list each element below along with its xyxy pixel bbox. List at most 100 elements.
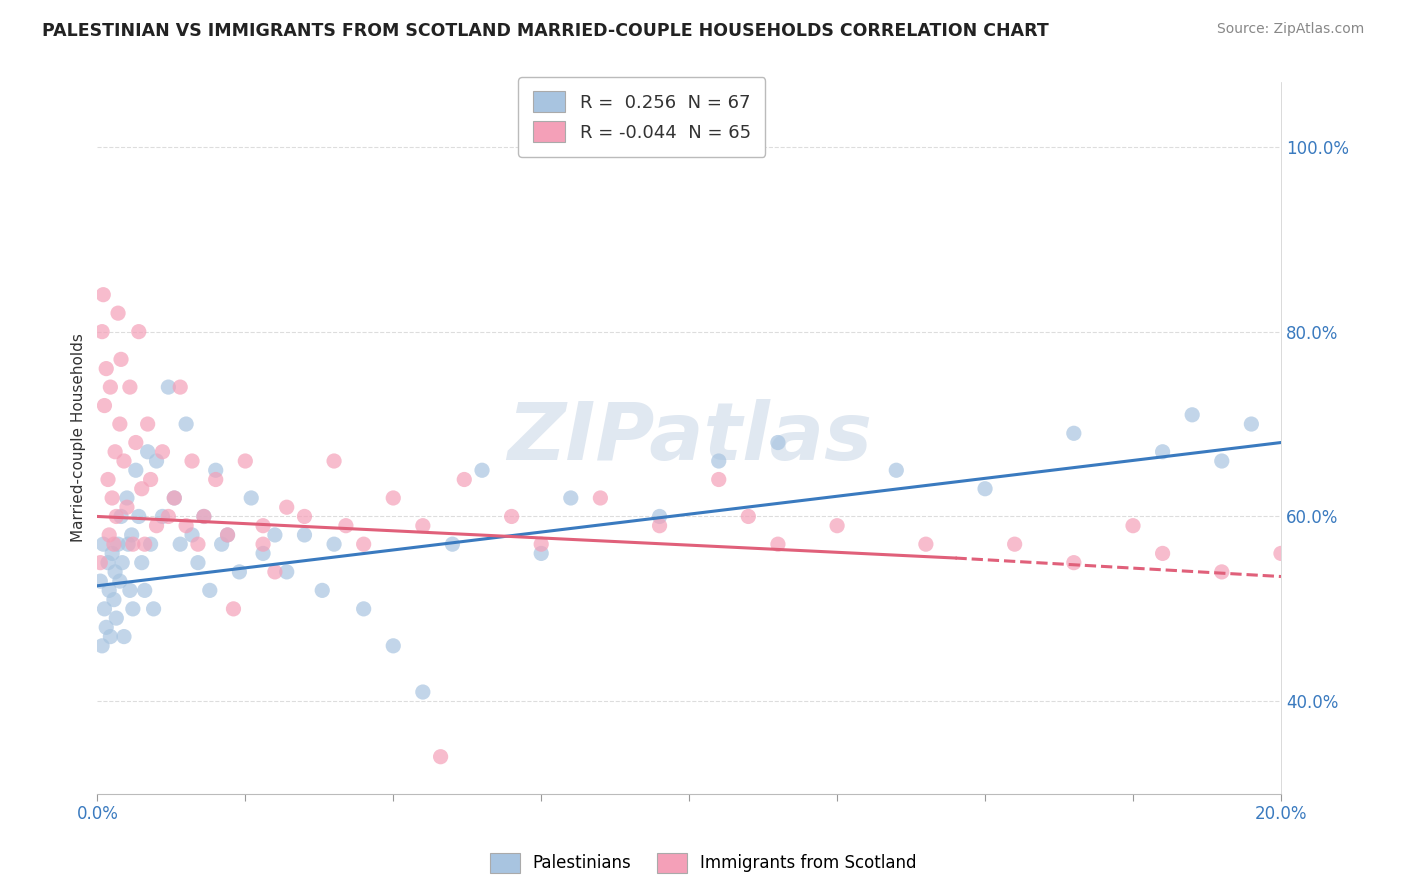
Point <box>98 380 121 394</box>
Point <box>1004 537 1026 551</box>
Point <box>145 518 167 533</box>
Point <box>181 454 204 468</box>
Point <box>98 630 121 644</box>
Point <box>112 454 135 468</box>
Point <box>252 537 274 551</box>
Point <box>89 574 111 589</box>
Point <box>169 380 191 394</box>
Point <box>103 537 125 551</box>
Point <box>152 509 174 524</box>
Point <box>118 380 141 394</box>
Point <box>142 602 165 616</box>
Point <box>766 435 789 450</box>
Point <box>453 473 475 487</box>
Point <box>382 491 405 505</box>
Point <box>915 537 938 551</box>
Point <box>104 444 127 458</box>
Point <box>589 491 612 505</box>
Point <box>737 509 759 524</box>
Point <box>252 546 274 560</box>
Point <box>294 528 316 542</box>
Point <box>136 444 159 458</box>
Point <box>1122 518 1144 533</box>
Point <box>110 352 132 367</box>
Point <box>276 500 298 515</box>
Point <box>974 482 997 496</box>
Point <box>117 537 139 551</box>
Point <box>98 528 121 542</box>
Point <box>198 583 221 598</box>
Point <box>1063 556 1085 570</box>
Point <box>115 491 138 505</box>
Point <box>101 546 124 560</box>
Point <box>121 537 143 551</box>
Text: Source: ZipAtlas.com: Source: ZipAtlas.com <box>1216 22 1364 37</box>
Point <box>1181 408 1204 422</box>
Point <box>145 454 167 468</box>
Point <box>187 556 209 570</box>
Point <box>648 509 671 524</box>
Point <box>382 639 405 653</box>
Point <box>174 417 197 431</box>
Point <box>125 435 148 450</box>
Point <box>228 565 250 579</box>
Point <box>136 417 159 431</box>
Point <box>217 528 239 542</box>
Point <box>353 602 375 616</box>
Point <box>264 565 287 579</box>
Point <box>111 556 134 570</box>
Point <box>157 509 180 524</box>
Point <box>169 537 191 551</box>
Point <box>181 528 204 542</box>
Point <box>97 556 120 570</box>
Point <box>187 537 209 551</box>
Point <box>193 509 215 524</box>
Point <box>128 325 150 339</box>
Point <box>648 518 671 533</box>
Point <box>1152 546 1174 560</box>
Point <box>174 518 197 533</box>
Point <box>707 473 730 487</box>
Point <box>157 380 180 394</box>
Point <box>353 537 375 551</box>
Point <box>222 602 245 616</box>
Point <box>560 491 582 505</box>
Point <box>1270 546 1292 560</box>
Point <box>429 749 451 764</box>
Point <box>93 602 115 616</box>
Point <box>233 454 256 468</box>
Point <box>115 500 138 515</box>
Point <box>193 509 215 524</box>
Point <box>1240 417 1263 431</box>
Point <box>240 491 263 505</box>
Point <box>108 417 131 431</box>
Point <box>131 556 153 570</box>
Text: PALESTINIAN VS IMMIGRANTS FROM SCOTLAND MARRIED-COUPLE HOUSEHOLDS CORRELATION CH: PALESTINIAN VS IMMIGRANTS FROM SCOTLAND … <box>42 22 1049 40</box>
Point <box>101 491 124 505</box>
Point <box>1211 454 1233 468</box>
Point <box>204 463 226 477</box>
Point <box>121 528 143 542</box>
Point <box>107 537 129 551</box>
Point <box>311 583 333 598</box>
Point <box>107 306 129 320</box>
Point <box>276 565 298 579</box>
Legend: R =  0.256  N = 67, R = -0.044  N = 65: R = 0.256 N = 67, R = -0.044 N = 65 <box>519 77 765 157</box>
Point <box>884 463 907 477</box>
Point <box>131 482 153 496</box>
Point <box>104 565 127 579</box>
Legend: Palestinians, Immigrants from Scotland: Palestinians, Immigrants from Scotland <box>482 847 924 880</box>
Point <box>96 361 118 376</box>
Point <box>204 473 226 487</box>
Point <box>323 537 346 551</box>
Point <box>139 473 162 487</box>
Point <box>264 528 287 542</box>
Point <box>93 399 115 413</box>
Point <box>294 509 316 524</box>
Point <box>139 537 162 551</box>
Text: ZIPatlas: ZIPatlas <box>506 399 872 477</box>
Point <box>530 546 553 560</box>
Point <box>108 574 131 589</box>
Point <box>335 518 357 533</box>
Point <box>91 639 114 653</box>
